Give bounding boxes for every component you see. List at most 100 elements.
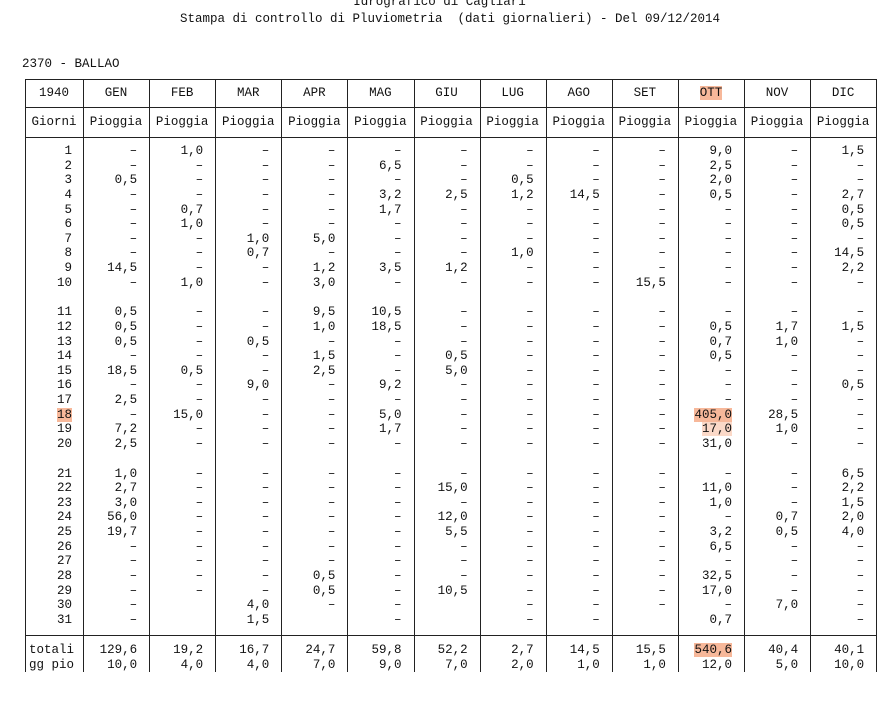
rain-value: – <box>592 422 600 437</box>
rain-value: – <box>129 144 138 158</box>
rain-value: 10,5 <box>371 305 402 320</box>
rain-value: – <box>327 539 336 554</box>
rain-value: – <box>856 305 865 320</box>
day: 20 <box>56 436 72 451</box>
rain-value: – <box>261 525 270 540</box>
rain-value: – <box>592 466 600 481</box>
rain-value: – <box>724 217 732 232</box>
rain-value: – <box>790 466 799 481</box>
column-label: Pioggia <box>155 115 209 129</box>
rain-value: – <box>856 407 865 422</box>
rain-value: – <box>460 275 468 290</box>
rain-value: – <box>327 378 336 393</box>
rain-value: – <box>592 436 600 451</box>
rain-value: – <box>790 305 799 320</box>
rain-value: – <box>261 407 270 422</box>
rain-value: – <box>393 144 402 158</box>
day: 27 <box>56 554 72 569</box>
rain-value: – <box>393 231 402 246</box>
rain-value: – <box>195 261 204 276</box>
rain-value: – <box>592 246 600 261</box>
rain-value: – <box>393 393 402 408</box>
rain-value: – <box>658 187 666 202</box>
rain-value: – <box>526 217 534 232</box>
rain-value: – <box>592 481 600 496</box>
rain-value: – <box>460 202 468 217</box>
rain-value: – <box>592 173 600 188</box>
rain-value: 2,5 <box>114 393 138 408</box>
rain-value: – <box>261 510 270 525</box>
day: 23 <box>56 495 72 510</box>
rain-value: – <box>526 422 534 437</box>
rain-value: – <box>724 554 732 569</box>
totals-value: 2,7 <box>511 643 534 657</box>
rain-value: – <box>526 554 534 569</box>
rain-value: – <box>393 612 402 627</box>
rain-value: – <box>261 436 270 451</box>
rain-value: – <box>195 246 204 261</box>
rain-value: – <box>327 173 336 188</box>
day: 28 <box>56 569 72 583</box>
rain-value: 0,5 <box>114 334 138 349</box>
rain-value: 0,7 <box>180 202 204 217</box>
day: 8 <box>64 246 72 261</box>
rain-value: – <box>526 583 534 598</box>
rain-value: – <box>526 363 534 378</box>
rain-value: – <box>460 173 468 188</box>
rain-value: – <box>592 349 600 364</box>
rain-value: – <box>658 407 666 422</box>
rain-value: – <box>460 158 468 173</box>
day-label: Giorni <box>31 115 77 129</box>
rain-value: – <box>592 583 600 598</box>
totals-value: 40,1 <box>834 643 865 657</box>
rain-value: – <box>393 436 402 451</box>
rain-value: – <box>592 363 600 378</box>
rain-value: – <box>195 334 204 349</box>
rain-value: – <box>327 481 336 496</box>
day: 26 <box>56 539 72 554</box>
rain-value: 1,5 <box>246 612 270 627</box>
rain-value: – <box>658 144 666 158</box>
rain-value: 6,5 <box>378 158 402 173</box>
rain-value: – <box>592 319 600 334</box>
rain-value: – <box>658 495 666 510</box>
rain-value: 0,5 <box>841 378 865 393</box>
rain-value: 1,2 <box>312 261 336 276</box>
column-label: Pioggia <box>354 115 407 129</box>
month-header: NOV <box>765 86 789 100</box>
day: 10 <box>56 275 72 290</box>
rain-value: 12,0 <box>437 510 468 525</box>
rain-value: – <box>856 569 865 583</box>
rain-value: – <box>261 422 270 437</box>
rain-value: – <box>460 231 468 246</box>
month-header: GIU <box>435 86 458 100</box>
day: 4 <box>64 187 72 202</box>
rain-value: – <box>724 378 732 393</box>
subtitle: Stampa di controllo di Pluviometria (dat… <box>179 12 721 26</box>
rain-value: – <box>261 187 270 202</box>
rain-value: 2,2 <box>841 481 865 496</box>
month-header: APR <box>303 86 326 100</box>
rain-value: – <box>592 305 600 320</box>
rain-value: – <box>724 305 732 320</box>
rain-value: – <box>856 539 865 554</box>
rain-value: – <box>724 363 732 378</box>
rain-value: 4,0 <box>246 598 270 613</box>
rain-value: 0,5 <box>709 187 732 202</box>
rain-value: – <box>790 261 799 276</box>
rain-value: 1,0 <box>180 144 204 158</box>
rain-value: – <box>195 466 204 481</box>
rain-value: 0,5 <box>312 569 336 583</box>
rain-value: – <box>129 202 138 217</box>
month-header: SET <box>633 86 657 100</box>
rain-value: – <box>129 569 138 583</box>
rain-value: – <box>790 436 799 451</box>
rain-value: 15,0 <box>173 407 204 422</box>
rain-value: – <box>526 349 534 364</box>
rain-value: – <box>526 407 534 422</box>
rain-value: – <box>460 466 468 481</box>
rain-value: 14,5 <box>834 246 865 261</box>
rain-value: – <box>129 275 138 290</box>
rain-value: – <box>327 246 336 261</box>
rain-value: – <box>195 378 204 393</box>
